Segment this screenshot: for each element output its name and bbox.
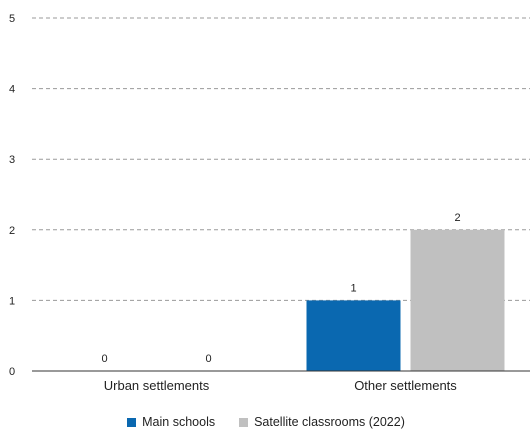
data-label: 1 xyxy=(350,282,356,294)
legend-label-satellite-classrooms: Satellite classrooms (2022) xyxy=(254,415,405,429)
data-labels: 0 0 1 2 xyxy=(101,212,460,365)
bar xyxy=(306,300,401,371)
x-axis-ticks: Urban settlements Other settlements xyxy=(104,378,458,393)
y-tick-label: 2 xyxy=(9,225,15,237)
x-tick-label: Other settlements xyxy=(354,378,457,393)
y-tick-label: 3 xyxy=(9,154,15,166)
legend: Main schools Satellite classrooms (2022) xyxy=(0,415,532,429)
legend-item-main-schools: Main schools xyxy=(127,415,215,429)
x-tick-label: Urban settlements xyxy=(104,378,210,393)
legend-item-satellite-classrooms: Satellite classrooms (2022) xyxy=(239,415,405,429)
legend-swatch-satellite-classrooms xyxy=(239,417,249,427)
legend-swatch-main-schools xyxy=(127,417,137,427)
y-tick-label: 4 xyxy=(9,84,15,96)
bars xyxy=(306,229,505,371)
y-tick-label: 5 xyxy=(9,13,15,25)
y-tick-label: 1 xyxy=(9,295,15,307)
y-tick-label: 0 xyxy=(9,366,15,378)
y-axis-ticks: 0 1 2 3 4 5 xyxy=(9,13,15,378)
bar-chart: 0 1 2 3 4 5 0 0 1 2 Urban settlements Other settl… xyxy=(9,13,530,393)
legend-label-main-schools: Main schools xyxy=(142,415,216,429)
bar xyxy=(410,229,505,371)
data-label: 0 xyxy=(205,353,211,365)
data-label: 2 xyxy=(454,212,460,224)
data-label: 0 xyxy=(101,353,107,365)
